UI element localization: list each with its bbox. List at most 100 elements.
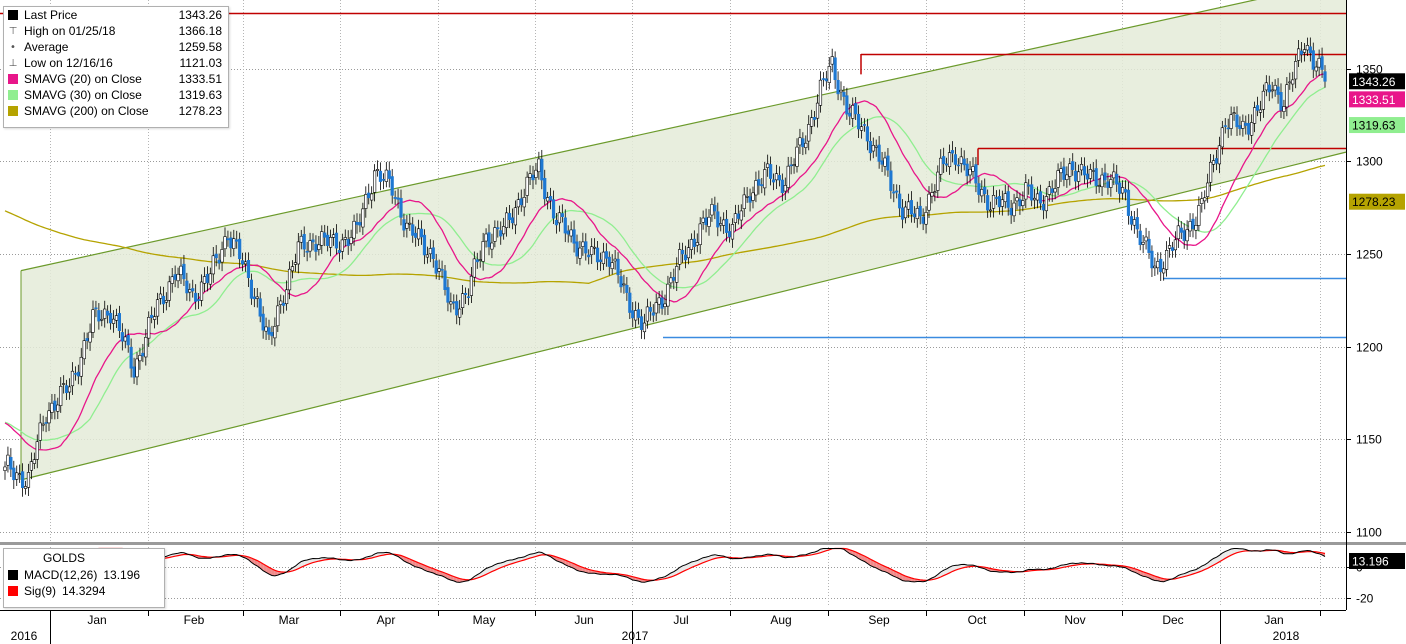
candle-body: [724, 218, 729, 233]
candle-body: [971, 166, 975, 172]
legend-value: 1259.58: [178, 40, 222, 54]
candle-body: [634, 310, 638, 321]
candle-body: [680, 249, 685, 255]
candle-body: [211, 255, 215, 275]
candle-body: [581, 241, 585, 247]
candle-body: [67, 386, 72, 393]
candle-body: [956, 164, 960, 167]
candle-body: [1279, 92, 1283, 111]
candle-body: [1082, 166, 1087, 176]
candle-body: [317, 244, 321, 250]
candle-body: [701, 217, 705, 223]
candle-body: [440, 268, 444, 271]
candle-body: [988, 209, 993, 212]
candle-body: [895, 190, 899, 193]
candle-body: [689, 239, 693, 250]
channel-lower-line: [20, 151, 1347, 481]
candle-body: [1264, 82, 1268, 91]
macd-line: [63, 548, 1326, 583]
candle-body: [1291, 79, 1295, 85]
macd-legend: GOLDS MACD(12,26) 13.196 Sig(9) 14.3294: [3, 548, 165, 608]
candle-body: [88, 331, 92, 343]
x-tick-label: Oct: [968, 613, 987, 627]
candle-body: [745, 196, 749, 198]
candle-body: [434, 260, 438, 274]
macd-fill: [890, 569, 894, 577]
candle-body: [1211, 160, 1216, 165]
macd-fill: [301, 560, 305, 568]
candle-body: [572, 229, 576, 244]
legend-value: 13.196: [103, 568, 141, 582]
candle-body: [1009, 207, 1013, 216]
candle-body: [431, 247, 435, 259]
candle-body: [167, 281, 171, 301]
candle-body: [786, 165, 790, 188]
candle-body: [320, 231, 324, 246]
candle-body: [299, 235, 303, 243]
candle-body: [631, 310, 635, 319]
candle-body: [343, 237, 347, 240]
candle-body: [780, 179, 784, 193]
candle-body: [1314, 66, 1318, 72]
x-tick-label: May: [473, 613, 496, 627]
candle-body: [546, 197, 550, 202]
candle-body: [170, 276, 174, 284]
candle-body: [15, 472, 19, 480]
candle-body: [1185, 229, 1189, 242]
candle-body: [1294, 61, 1298, 80]
candle-body: [194, 292, 198, 302]
candle-body: [472, 258, 476, 278]
candle-body: [1138, 230, 1142, 245]
year-label: 2016: [11, 629, 38, 643]
candle-body: [282, 302, 286, 306]
candle-body: [727, 231, 732, 238]
value-tag: 1278.23: [1349, 193, 1405, 210]
low-marker-icon: ⊥: [8, 57, 18, 69]
candle-body: [425, 254, 430, 258]
candle-body: [1206, 182, 1210, 197]
candle-body: [1179, 227, 1183, 233]
candle-body: [798, 137, 802, 146]
candle-body: [109, 312, 113, 324]
candle-body: [129, 346, 133, 369]
sma200-line: [4, 164, 1326, 284]
candle-body: [355, 221, 359, 225]
candle-body: [986, 195, 990, 211]
candle-body: [516, 199, 520, 208]
candle-body: [1147, 238, 1151, 253]
candle-body: [214, 253, 218, 259]
candle-body: [460, 293, 465, 308]
candle-body: [707, 216, 711, 227]
candle-body: [639, 316, 644, 330]
candle-body: [628, 292, 632, 313]
candle-body: [525, 176, 529, 196]
candle-body: [270, 331, 274, 337]
candle-body: [1000, 199, 1004, 207]
candle-body: [543, 177, 547, 200]
legend-label: Last Price: [24, 8, 78, 22]
candle-body: [179, 265, 183, 276]
candle-body: [484, 233, 488, 242]
candle-body: [117, 313, 121, 331]
candle-body: [933, 191, 937, 194]
candle-body: [783, 185, 787, 192]
legend-value: 1343.26: [178, 8, 222, 22]
candle-body: [1041, 203, 1045, 211]
candle-body: [812, 116, 817, 120]
candle-body: [909, 200, 913, 215]
candle-body: [1226, 127, 1230, 130]
candle-body: [906, 201, 911, 210]
candle-body: [1053, 188, 1057, 193]
candle-body: [284, 289, 289, 305]
candle-body: [839, 89, 843, 93]
candle-body: [305, 250, 309, 253]
legend-swatch: [8, 106, 18, 116]
candle-body: [1030, 184, 1034, 201]
macd-fill: [274, 570, 278, 576]
legend-row: SMAVG (30) on Close 1319.63: [4, 87, 228, 103]
candle-body: [974, 164, 978, 184]
candle-body: [739, 210, 743, 221]
candle-body: [950, 150, 955, 154]
legend-swatch: [8, 586, 18, 596]
candle-body: [648, 307, 652, 312]
